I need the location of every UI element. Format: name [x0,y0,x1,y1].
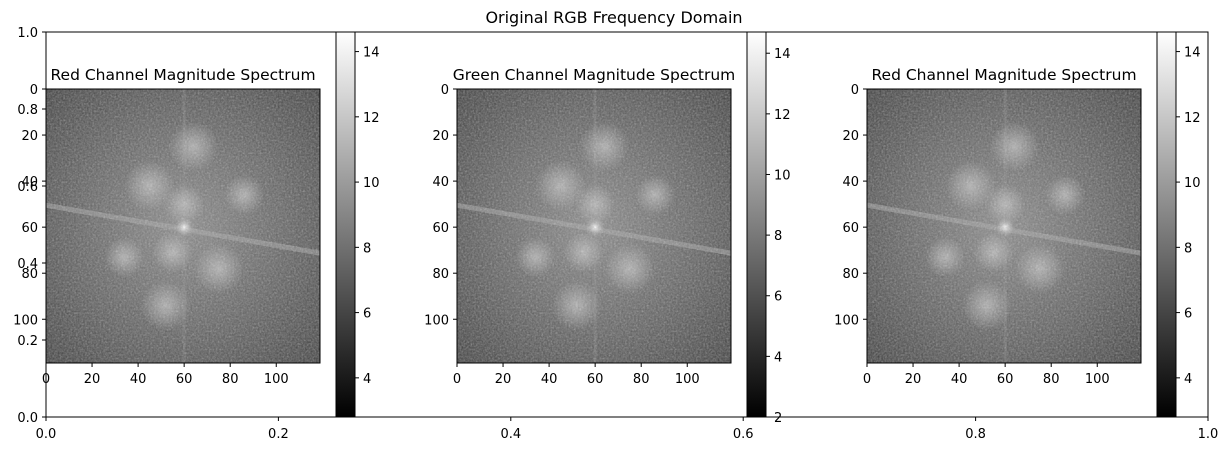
x-tick-label: 40 [951,372,968,387]
background-y-tick-label: 0.0 [17,411,38,426]
x-tick-label: 80 [633,372,650,387]
background-y-tick-label: 0.6 [17,180,38,195]
background-x-tick-label: 0.6 [733,427,754,442]
x-tick-label: 0 [42,372,50,387]
background-y-tick-label: 0.8 [17,103,38,118]
spectrum-frame [45,88,321,364]
spectrum-image [457,89,731,363]
figure-suptitle: Original RGB Frequency Domain [485,8,742,27]
x-tick-label: 60 [176,372,193,387]
spectrum-frame [866,88,1142,364]
background-y-tick-label: 0.2 [17,334,38,349]
x-tick-label: 20 [905,372,922,387]
x-tick-label: 100 [1085,372,1110,387]
y-tick-label: 20 [432,129,449,144]
background-x-tick-label: 0.4 [500,427,521,442]
colorbar-tick-label: 12 [1184,111,1201,126]
x-tick-label: 60 [587,372,604,387]
colorbar [746,31,767,418]
y-tick-label: 60 [842,221,859,236]
background-x-tick-label: 0.8 [965,427,986,442]
colorbar-tick-label: 14 [774,47,791,62]
colorbar-tick-label: 6 [363,307,371,322]
panel-title: Red Channel Magnitude Spectrum [50,66,315,84]
y-tick-label: 80 [842,267,859,282]
y-tick-label: 80 [21,267,38,282]
colorbar-tick-label: 6 [774,290,782,305]
y-tick-label: 60 [432,221,449,236]
colorbar-tick-label: 4 [363,372,371,387]
colorbar [1156,31,1177,418]
x-tick-label: 100 [675,372,700,387]
colorbar-tick-label: 10 [774,168,791,183]
y-tick-label: 0 [441,83,449,98]
panel-title: Red Channel Magnitude Spectrum [871,66,1136,84]
y-tick-label: 100 [13,313,38,328]
colorbar [335,31,356,418]
x-tick-label: 0 [453,372,461,387]
background-x-tick-label: 0.0 [36,427,57,442]
x-tick-label: 40 [541,372,558,387]
x-tick-label: 80 [222,372,239,387]
background-axes: 0.0 0.2 0.4 0.6 0.8 1.0 0.0 0.2 0.4 0.6 0.8 1.0 [17,26,1218,442]
y-tick-label: 60 [21,221,38,236]
colorbar-tick-label: 4 [774,350,782,365]
spectrum-image [46,89,320,363]
y-tick-label: 40 [21,175,38,190]
colorbar-tick-label: 8 [774,229,782,244]
colorbar-tick-label: 4 [1184,372,1192,387]
background-y-tick-label: 0.4 [17,257,38,272]
x-tick-label: 60 [997,372,1014,387]
x-tick-label: 20 [84,372,101,387]
colorbar-tick-label: 14 [363,46,380,61]
colorbar-tick-label: 10 [1184,176,1201,191]
colorbar-tick-label: 12 [363,111,380,126]
y-tick-label: 0 [30,83,38,98]
background-x-tick-label: 1.0 [1198,427,1219,442]
colorbar-tick-label: 10 [363,176,380,191]
y-tick-label: 80 [432,267,449,282]
colorbar-tick-label: 8 [1184,241,1192,256]
y-tick-label: 100 [424,313,449,328]
spectrum-image [867,89,1141,363]
colorbar-tick-label: 8 [363,241,371,256]
colorbar-tick-label: 2 [774,411,782,426]
background-y-tick-label: 1.0 [17,26,38,41]
colorbar-tick-label: 14 [1184,46,1201,61]
x-tick-label: 40 [130,372,147,387]
x-tick-label: 100 [264,372,289,387]
colorbar-tick-label: 6 [1184,307,1192,322]
x-tick-label: 80 [1043,372,1060,387]
panel-title: Green Channel Magnitude Spectrum [453,66,736,84]
y-tick-label: 40 [842,175,859,190]
y-tick-label: 20 [21,129,38,144]
x-tick-label: 0 [863,372,871,387]
y-tick-label: 100 [834,313,859,328]
y-tick-label: 20 [842,129,859,144]
y-tick-label: 0 [851,83,859,98]
colorbar-tick-label: 12 [774,108,791,123]
background-x-tick-label: 0.2 [268,427,289,442]
y-tick-label: 40 [432,175,449,190]
spectrum-frame [456,88,732,364]
x-tick-label: 20 [495,372,512,387]
